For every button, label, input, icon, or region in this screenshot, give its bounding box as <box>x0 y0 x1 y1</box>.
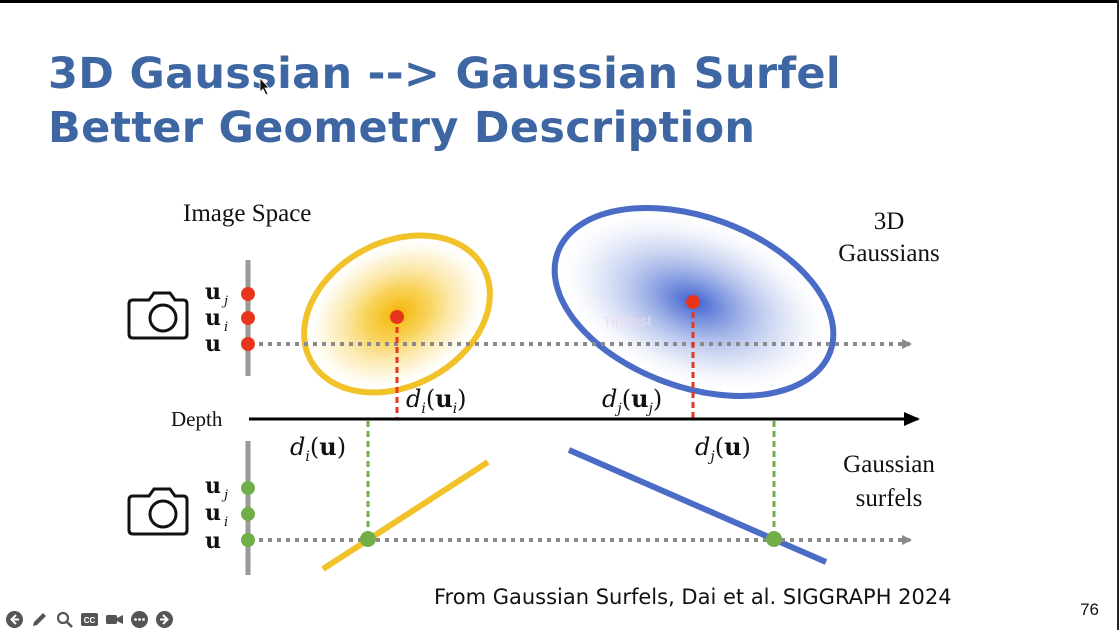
camera-icon-top <box>127 291 189 340</box>
pixel-sub-i-bottom: i <box>224 515 228 530</box>
pixel-label-ui-bottom: u <box>205 500 221 526</box>
pixel-label-uj: u <box>205 279 221 305</box>
mouse-cursor <box>259 76 270 96</box>
presentation-toolbar: CC <box>4 609 175 630</box>
back-icon[interactable] <box>4 609 25 630</box>
pixel-point-ui-bottom <box>241 507 255 521</box>
surfels-label-line1: Gaussian <box>843 451 935 478</box>
gaussians-label-line2: Gaussians <box>838 240 939 267</box>
pixel-point-ui <box>241 311 255 325</box>
pixel-sub-j-bottom: j <box>221 488 228 503</box>
pixel-point-uj <box>241 287 255 301</box>
depth-label-dj-u: dj(u) <box>695 432 751 465</box>
svg-text:CC: CC <box>84 616 96 625</box>
zoom-icon[interactable] <box>54 609 75 630</box>
camera-toggle-icon[interactable] <box>104 609 125 630</box>
depth-label-di-ui: di(ui) <box>406 384 467 417</box>
surfel-intersection-yellow <box>360 531 376 547</box>
depth-label-di-u: di(u) <box>290 432 346 465</box>
pen-icon[interactable] <box>29 609 50 630</box>
pixel-point-u-bottom <box>241 533 255 547</box>
image-space-label: Image Space <box>183 200 311 227</box>
captions-icon[interactable]: CC <box>79 609 100 630</box>
surfels-label-line2: surfels <box>856 485 923 512</box>
yellow-surfel <box>321 459 490 572</box>
surfel-intersection-blue <box>766 531 782 547</box>
depth-label-dj-uj: dj(uj) <box>602 384 662 417</box>
more-icon[interactable] <box>129 609 150 630</box>
pixel-labels-top: u j u i u <box>205 279 228 357</box>
forward-icon[interactable] <box>154 609 175 630</box>
camera-icon-bottom <box>127 487 189 536</box>
source-caption: From Gaussian Surfels, Dai et al. SIGGRA… <box>434 585 952 609</box>
page-number: 76 <box>1080 600 1099 619</box>
pixel-point-u <box>241 337 255 351</box>
pixel-labels-bottom: u j u i u <box>205 473 228 554</box>
pixel-label-u: u <box>205 331 221 357</box>
pixel-point-uj-bottom <box>241 481 255 495</box>
pixel-label-uj-bottom: u <box>205 473 221 499</box>
pixel-label-ui: u <box>205 305 221 331</box>
title-line-2: Better Geometry Description <box>48 103 756 153</box>
pixel-label-u-bottom: u <box>205 528 221 554</box>
yellow-gaussian-center <box>390 310 404 324</box>
blue-gaussian-center <box>686 295 700 309</box>
slide: 3D Gaussian --> Gaussian Surfel Better G… <box>0 3 1119 630</box>
pixel-sub-i: i <box>224 320 228 335</box>
window-edge <box>1117 0 1119 630</box>
watermark-text: Tipriest <box>603 313 652 330</box>
depth-axis-label: Depth <box>171 407 223 431</box>
gaussian-surfel-diagram: Image Space 3D Gaussians u j u i u Tipri… <box>127 76 940 575</box>
slide-title: 3D Gaussian --> Gaussian Surfel Better G… <box>48 47 841 155</box>
gaussians-label-line1: 3D <box>874 208 905 235</box>
pixel-sub-j: j <box>221 294 228 309</box>
blue-surfel <box>567 447 828 565</box>
title-line-1: 3D Gaussian --> Gaussian Surfel <box>48 49 841 99</box>
